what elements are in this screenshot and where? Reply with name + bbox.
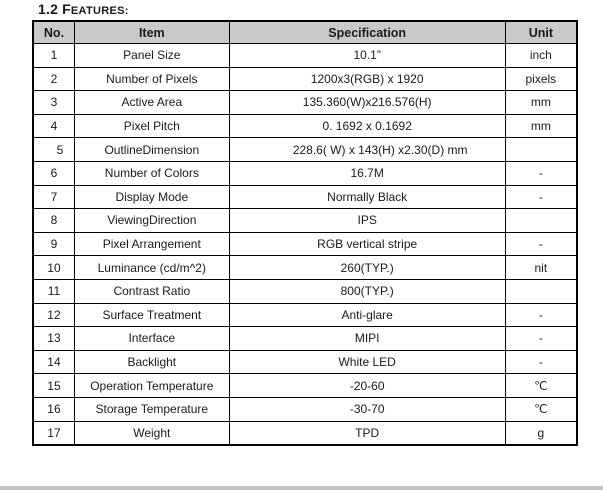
header-no: No.	[32, 20, 75, 44]
cell-no: 6	[32, 160, 75, 186]
table-row: 5 OutlineDimension 228.6( W) x 143(H) x2.3…	[32, 137, 578, 162]
cell-spec: 0. 1692 x 0.1692	[228, 113, 506, 139]
table-row: 13 Interface MIPI -	[32, 326, 578, 351]
cell-item: Pixel Arrangement	[73, 231, 230, 257]
cell-spec: 135.360(W)x216.576(H)	[228, 90, 506, 115]
page-bottom-edge	[0, 486, 603, 490]
cell-no: 15	[32, 373, 75, 398]
cell-unit: ℃	[504, 373, 578, 398]
table-row: 4 Pixel Pitch 0. 1692 x 0.1692 mm	[32, 113, 578, 139]
cell-unit	[504, 278, 578, 304]
cell-unit: mm	[504, 90, 578, 115]
cell-unit	[504, 208, 578, 233]
cell-unit: inch	[504, 43, 578, 68]
cell-item: Display Mode	[73, 184, 230, 210]
cell-no: 1	[32, 43, 75, 68]
cell-unit: -	[504, 302, 578, 328]
cell-spec: 10.1”	[228, 43, 506, 68]
cell-spec: White LED	[228, 349, 506, 375]
cell-item: Weight	[73, 420, 230, 446]
cell-spec: 260(TYP.)	[228, 255, 506, 280]
cell-unit: nit	[504, 255, 578, 280]
section-title-smallcaps: EATURES:	[70, 5, 129, 17]
cell-no: 13	[32, 326, 75, 351]
table-row: 10 Luminance (cd/m^2) 260(TYP.) nit	[32, 255, 578, 280]
table-row: 12 Surface Treatment Anti-glare -	[32, 302, 578, 328]
cell-item: Panel Size	[73, 43, 230, 68]
header-unit: Unit	[504, 20, 578, 44]
table-row: 7 Display Mode Normally Black -	[32, 184, 578, 210]
cell-spec: 800(TYP.)	[228, 278, 506, 304]
cell-unit	[504, 137, 578, 162]
table-row: 1 Panel Size 10.1” inch	[32, 43, 578, 68]
table-row: 8 ViewingDirection IPS	[32, 208, 578, 233]
spec-table-body: 1 Panel Size 10.1” inch 2 Number of Pixels 120…	[32, 43, 578, 446]
cell-item: OutlineDimension	[73, 137, 230, 162]
cell-item: Number of Pixels	[73, 66, 230, 92]
cell-no: 4	[32, 113, 75, 139]
table-row: 2 Number of Pixels 1200x3(RGB) x 1920 pixel…	[32, 66, 578, 92]
cell-item: Pixel Pitch	[73, 113, 230, 139]
cell-unit: -	[504, 326, 578, 351]
header-specification: Specification	[228, 20, 506, 44]
table-row: 6 Number of Colors 16.7M -	[32, 160, 578, 186]
cell-no: 14	[32, 349, 75, 375]
cell-no: 8	[32, 208, 75, 233]
table-header-row: No. Item Specification Unit	[32, 20, 578, 44]
cell-spec: MIPI	[228, 326, 506, 351]
cell-no: 10	[32, 255, 75, 280]
cell-spec: -30-70	[228, 396, 506, 422]
cell-unit: -	[504, 160, 578, 186]
cell-spec: 1200x3(RGB) x 1920	[228, 66, 506, 92]
cell-no: 17	[32, 420, 75, 446]
table-row: 15 Operation Temperature -20-60 ℃	[32, 373, 578, 398]
cell-no: 16	[32, 396, 75, 422]
cell-no: 3	[32, 90, 75, 115]
table-row: 17 Weight TPD g	[32, 420, 578, 446]
cell-unit: pixels	[504, 66, 578, 92]
cell-unit: -	[504, 231, 578, 257]
cell-spec: Anti-glare	[228, 302, 506, 328]
cell-spec: Normally Black	[228, 184, 506, 210]
table-row: 9 Pixel Arrangement RGB vertical stripe -	[32, 231, 578, 257]
cell-spec: RGB vertical stripe	[228, 231, 506, 257]
cell-item: Active Area	[73, 90, 230, 115]
cell-no: 9	[32, 231, 75, 257]
cell-no: 5	[32, 137, 75, 162]
cell-unit: g	[504, 420, 578, 446]
cell-unit: -	[504, 184, 578, 210]
cell-item: Number of Colors	[73, 160, 230, 186]
cell-unit: ℃	[504, 396, 578, 422]
cell-item: Surface Treatment	[73, 302, 230, 328]
cell-unit: -	[504, 349, 578, 375]
cell-no: 7	[32, 184, 75, 210]
table-row: 11 Contrast Ratio 800(TYP.)	[32, 278, 578, 304]
table-row: 3 Active Area 135.360(W)x216.576(H) mm	[32, 90, 578, 115]
cell-item: Contrast Ratio	[73, 278, 230, 304]
header-item: Item	[73, 20, 230, 44]
cell-item: Operation Temperature	[73, 373, 230, 398]
section-title: 1.2 FEATURES:	[38, 1, 129, 19]
cell-unit: mm	[504, 113, 578, 139]
cell-item: Interface	[73, 326, 230, 351]
cell-spec: 228.6( W) x 143(H) x2.30(D) mm	[228, 137, 506, 162]
cell-item: ViewingDirection	[73, 208, 230, 233]
features-spec-table: No. Item Specification Unit 1 Panel Size 1…	[32, 20, 578, 447]
cell-spec: TPD	[228, 420, 506, 446]
table-row: 16 Storage Temperature -30-70 ℃	[32, 396, 578, 422]
cell-spec: -20-60	[228, 373, 506, 398]
cell-item: Storage Temperature	[73, 396, 230, 422]
cell-no: 2	[32, 66, 75, 92]
cell-spec: IPS	[228, 208, 506, 233]
section-title-prefix: 1.2 F	[38, 1, 71, 17]
cell-no: 12	[32, 302, 75, 328]
cell-no: 11	[32, 278, 75, 304]
cell-item: Backlight	[73, 349, 230, 375]
table-row: 14 Backlight White LED -	[32, 349, 578, 375]
cell-spec: 16.7M	[228, 160, 506, 186]
cell-item: Luminance (cd/m^2)	[73, 255, 230, 280]
